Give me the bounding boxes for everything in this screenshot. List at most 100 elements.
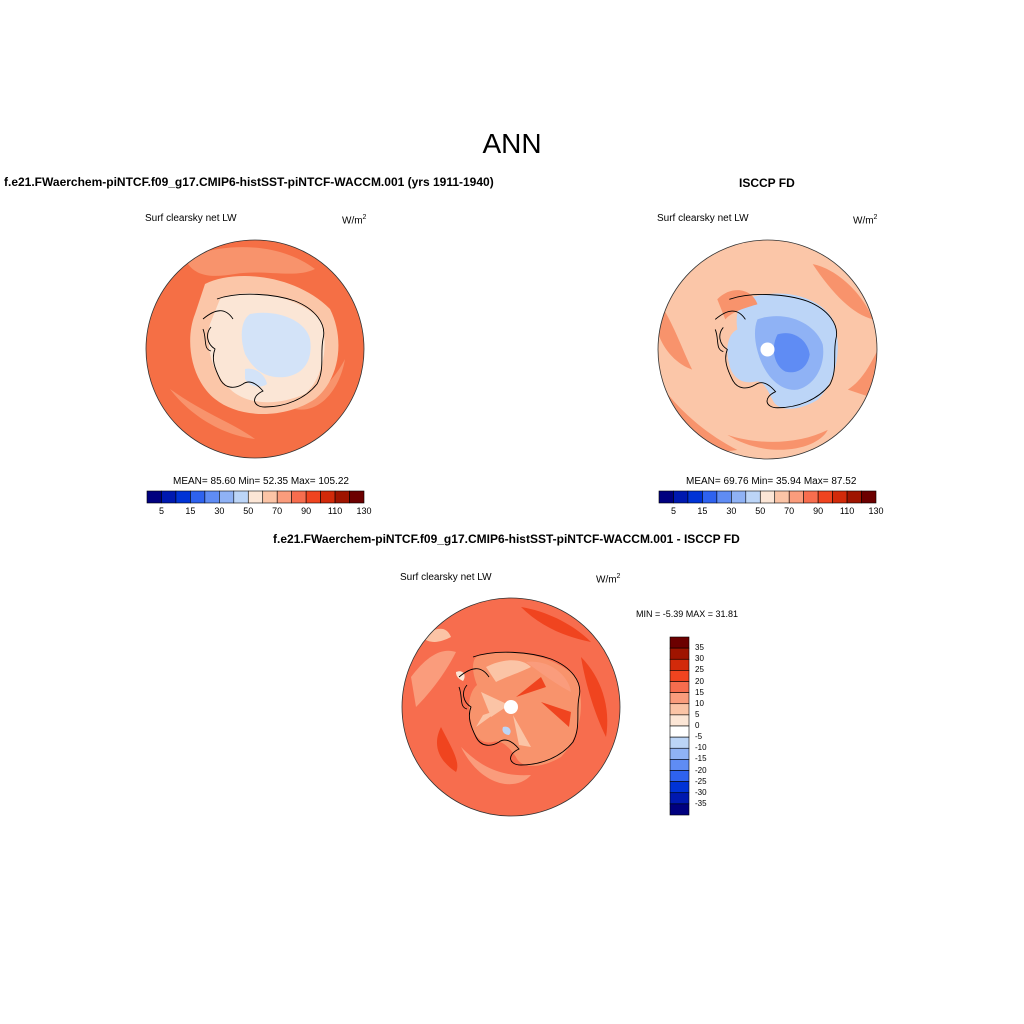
colorbar-swatch (669, 759, 690, 771)
colorbar-swatch (669, 714, 690, 727)
colorbar-tick-label: 20 (695, 676, 704, 686)
colorbar-swatch (320, 490, 336, 504)
colorbar-tick-label: -10 (695, 743, 707, 753)
colorbar-tick-label: 30 (726, 506, 737, 516)
stats-model: MEAN= 85.60 Min= 52.35 Max= 105.22 (173, 476, 349, 487)
pole-hole (504, 700, 518, 714)
polar-map-diff (401, 597, 621, 817)
colorbar-tick-label: -20 (695, 765, 707, 775)
pole-hole (760, 342, 775, 357)
colorbar-swatch (669, 770, 690, 782)
colorbar-tick-label: 70 (784, 506, 795, 516)
panel-title-model: f.e21.FWaerchem-piNTCF.f09_g17.CMIP6-his… (4, 175, 494, 189)
colorbar-tick-label: 10 (695, 698, 704, 708)
colorbar-swatch (669, 681, 690, 693)
colorbar-swatch (788, 490, 804, 504)
colorbar-tick-label: 110 (839, 506, 855, 516)
colorbar-swatch (669, 781, 690, 794)
colorbar-swatch (219, 490, 235, 504)
colorbar-swatch (658, 490, 674, 504)
colorbar-tick-label: 130 (356, 506, 372, 516)
colorbar-swatch (161, 490, 177, 504)
colorbar-swatch (716, 490, 732, 504)
colorbar-swatch (669, 736, 690, 749)
colorbar-swatch (702, 490, 718, 504)
colorbar-tick-label: 5 (695, 709, 700, 719)
colorbar-tick-label: 30 (214, 506, 225, 516)
panel-title-obs: ISCCP FD (739, 176, 795, 190)
units-label-diff: W/m2 (596, 573, 621, 586)
units-label-obs: W/m2 (853, 214, 878, 227)
colorbar-tick-label: 15 (697, 506, 708, 516)
colorbar-labels-diff: 35 30 25 20 15 10 5 0 -5 -10 -15 -20 -25 -30 -35 (692, 637, 732, 815)
colorbar-swatch (759, 490, 776, 504)
colorbar-tick-label: -5 (695, 732, 703, 742)
negative-anomaly (502, 726, 511, 735)
colorbar-swatch (669, 692, 690, 705)
colorbar-tick-label: 70 (272, 506, 283, 516)
colorbar-swatch (233, 490, 249, 504)
colorbar-tick-label: 15 (695, 687, 704, 697)
colorbar-tick-label: 110 (327, 506, 343, 516)
colorbar-swatch (669, 647, 690, 660)
colorbar-swatch (669, 747, 690, 760)
colorbar-swatch (669, 658, 690, 671)
colorbar-tick-label: -15 (695, 754, 707, 764)
coastline (458, 651, 581, 766)
coastline (714, 294, 838, 409)
colorbar-swatch (305, 490, 321, 504)
variable-label-obs: Surf clearsky net LW (657, 213, 749, 224)
colorbar-tick-label: 130 (868, 506, 884, 516)
colorbar-swatch (861, 490, 877, 504)
colorbar-swatch (669, 670, 690, 682)
colorbar-swatch (146, 490, 162, 504)
colorbar-tick-label: 25 (695, 665, 704, 675)
colorbar-swatch (669, 725, 690, 738)
colorbar-swatch (669, 803, 690, 816)
colorbar-tick-label: 50 (755, 506, 766, 516)
colorbar-tick-label: 50 (243, 506, 254, 516)
colorbar-swatch (669, 792, 690, 805)
colorbar-obs (658, 490, 877, 504)
coastline (202, 293, 325, 408)
colorbar-swatch (745, 490, 761, 504)
colorbar-tick-label: -30 (695, 787, 707, 797)
polar-map-obs (657, 239, 878, 460)
colorbar-tick-label: 0 (695, 721, 700, 730)
colorbar-swatch (846, 490, 862, 504)
colorbar-swatch (291, 490, 307, 504)
colorbar-model (146, 490, 365, 504)
colorbar-swatch (349, 490, 365, 504)
colorbar-swatch (832, 490, 848, 504)
units-label-model: W/m2 (342, 214, 367, 227)
colorbar-swatch (803, 490, 819, 504)
variable-label-diff: Surf clearsky net LW (400, 572, 492, 583)
plateau-low-values (241, 312, 311, 378)
colorbar-tick-label: 35 (695, 643, 704, 653)
colorbar-swatch (276, 490, 292, 504)
colorbar-tick-label: 5 (670, 506, 676, 516)
colorbar-diff (669, 636, 690, 816)
colorbar-swatch (247, 490, 264, 504)
panel-title-diff: f.e21.FWaerchem-piNTCF.f09_g17.CMIP6-his… (273, 532, 740, 546)
colorbar-labels-obs: 5 15 30 50 70 90 110 130 (659, 506, 884, 518)
colorbar-tick-label: 15 (185, 506, 196, 516)
colorbar-tick-label: -35 (695, 798, 707, 808)
stats-obs: MEAN= 69.76 Min= 35.94 Max= 87.52 (686, 476, 857, 487)
colorbar-tick-label: 90 (813, 506, 824, 516)
colorbar-swatch (334, 490, 350, 504)
colorbar-swatch (687, 490, 703, 504)
colorbar-swatch (669, 636, 690, 649)
colorbar-tick-label: 5 (158, 506, 164, 516)
colorbar-swatch (204, 490, 220, 504)
colorbar-swatch (673, 490, 689, 504)
colorbar-tick-label: -25 (695, 776, 707, 786)
colorbar-swatch (262, 490, 278, 504)
stats-diff: MIN = -5.39 MAX = 31.81 (636, 609, 739, 619)
colorbar-swatch (817, 490, 833, 504)
polar-map-model (145, 239, 365, 459)
colorbar-swatch (175, 490, 191, 504)
colorbar-swatch (669, 703, 690, 716)
colorbar-labels-model: 5 15 30 50 70 90 110 130 (147, 506, 372, 518)
colorbar-tick-label: 30 (695, 654, 704, 664)
